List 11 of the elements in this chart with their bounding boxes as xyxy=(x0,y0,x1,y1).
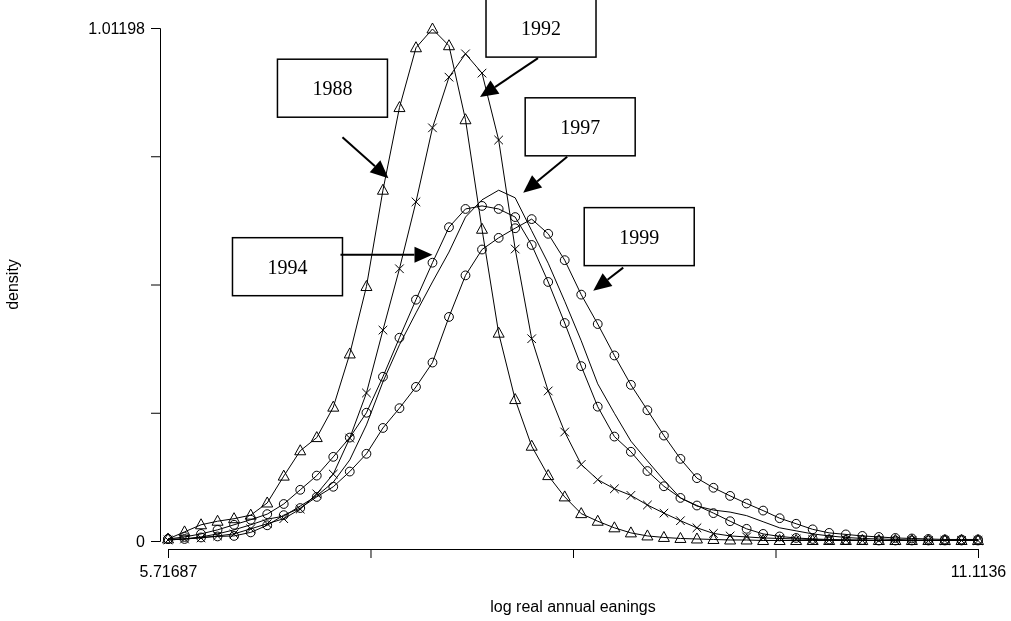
x-tick-label: 11.1136 xyxy=(950,563,1007,581)
y-axis-title: density xyxy=(4,259,21,310)
text: 1988 xyxy=(312,77,353,100)
text: 1992 xyxy=(521,17,562,40)
text: 1997 xyxy=(560,115,601,138)
y-tick-label: 1.01198 xyxy=(88,19,146,37)
y-tick-label: 0 xyxy=(136,532,146,550)
x-axis-title: log real annual eanings xyxy=(490,598,656,615)
x-tick-label: 5.71687 xyxy=(139,563,198,581)
legend-label: 1994 xyxy=(267,255,308,278)
text: 1999 xyxy=(619,225,660,248)
